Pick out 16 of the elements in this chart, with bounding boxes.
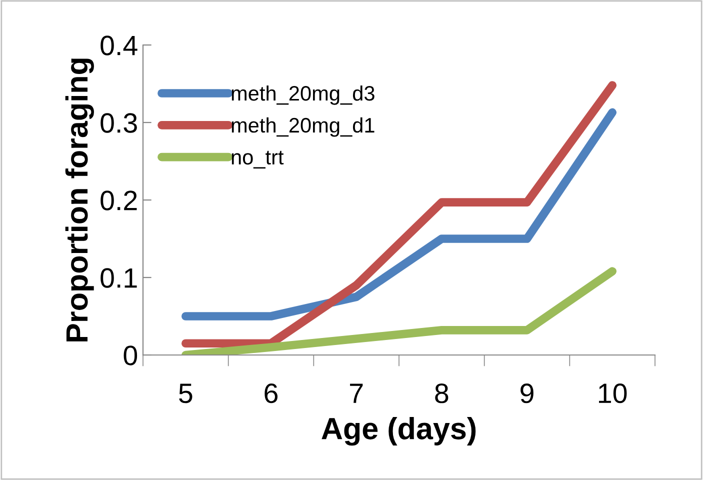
x-tick-label: 5: [179, 384, 192, 404]
x-tick-label: 8: [435, 384, 448, 404]
legend-label: meth_20mg_d1: [232, 117, 374, 137]
y-tick-label: 0.3: [100, 113, 137, 133]
x-tick-label: 7: [350, 384, 363, 403]
y-tick-label: 0.2: [100, 190, 137, 210]
x-tick-label: 6: [264, 384, 278, 404]
y-tick-label: 0.4: [100, 36, 138, 56]
legend-label: no_trt: [232, 150, 284, 169]
x-tick-label: 10: [599, 384, 627, 404]
x-tick-label: 9: [520, 384, 534, 404]
x-axis-title: Age (days): [322, 417, 476, 446]
y-tick-label: 0.1: [100, 268, 137, 288]
legend-label: meth_20mg_d3: [232, 85, 374, 105]
y-tick-label: 0: [124, 346, 138, 366]
y-axis-title: Proportion foraging: [65, 58, 94, 342]
